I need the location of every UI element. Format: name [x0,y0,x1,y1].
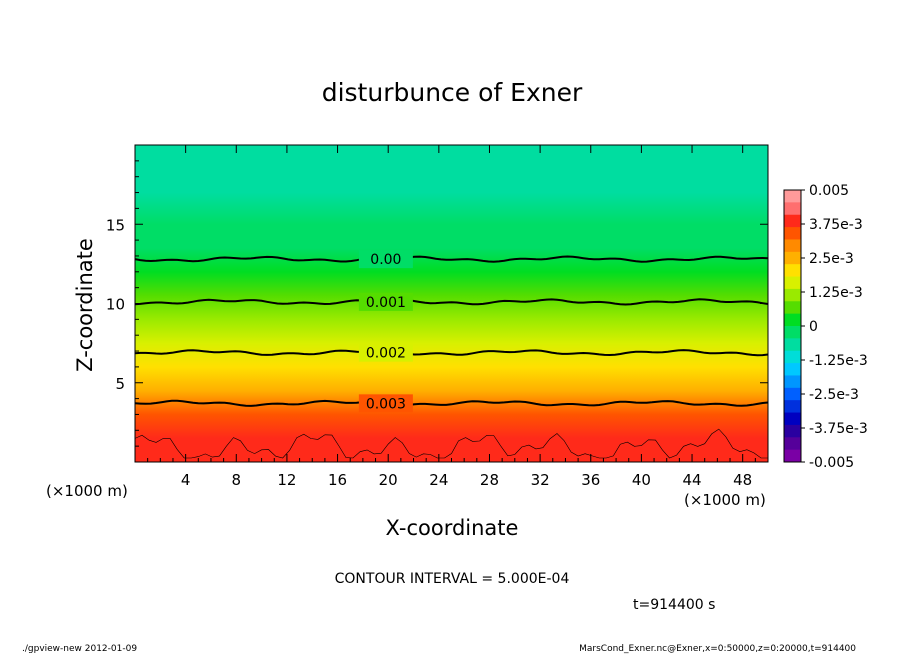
field-fill [135,145,768,462]
contour-label-bg [358,394,413,413]
x-axis: 4 8 12 16 20 24 28 32 36 40 44 48 [147,145,756,489]
x-tick-label: 44 [682,471,701,489]
x-tick-label: 40 [632,471,651,489]
contour-line: 0.00 [134,250,769,269]
x-tick-label: 4 [181,471,191,489]
colorbar-segment [784,264,801,278]
colorbar-segment [784,313,801,327]
x-tick-label: 8 [232,471,242,489]
x-tick-label: 48 [733,471,752,489]
plot-field [135,145,768,462]
colorbar-segment [784,350,801,364]
contour-label: 0.002 [366,346,406,362]
colorbar-label: 0.005 [809,183,849,199]
contour-label-bg [358,292,413,311]
contour-path [134,349,769,357]
x-tick-label: 32 [531,471,550,489]
contour-label: 0.001 [366,295,406,311]
footer-right: MarsCond_Exner.nc@Exner,x=0:50000,z=0:20… [579,644,856,654]
y-axis: 5 10 15 [106,160,768,447]
contour-path [134,298,769,306]
contour-path [134,255,769,263]
contour-line: 0.002 [134,343,769,362]
x-axis-title: X-coordinate [386,516,519,540]
y-axis-title: Z-coordinate [73,238,97,372]
colorbar-label: -2.5e-3 [809,387,859,403]
colorbar-segment [784,301,801,315]
contour-lines: 0.00 0.001 0.002 0.003 [134,250,769,413]
colorbar-segment [784,338,801,352]
y-tick-label: 15 [106,216,125,234]
x-tick-label: 16 [328,471,347,489]
contour-label-bg [358,343,413,362]
contour-path [134,399,769,407]
contour-label-bg [358,250,413,269]
colorbar-segment [784,363,801,376]
colorbar-segment [784,190,801,203]
surface-disturbance [135,428,768,462]
colorbar-label: 3.75e-3 [809,217,863,233]
y-tick-label: 10 [106,296,125,314]
colorbar-segment [784,214,801,228]
colorbar-segment [784,288,801,302]
colorbar-segment [784,400,801,414]
time-text: t=914400 s [633,597,715,613]
footer-left: ./gpview-new 2012-01-09 [22,644,137,654]
x-tick-label: 24 [429,471,448,489]
colorbar-segment [784,424,801,438]
contour-interval-text: CONTOUR INTERVAL = 5.000E-04 [335,571,570,587]
x-tick-label: 12 [277,471,296,489]
x-unit-label-left: (×1000 m) [46,482,128,500]
colorbar-segment [784,437,801,451]
y-tick-label: 5 [115,375,125,393]
colorbar-segment [784,326,801,339]
contour-line: 0.003 [134,394,769,413]
colorbar-label: -0.005 [809,455,854,471]
x-tick-label: 36 [581,471,600,489]
colorbar-segment [784,387,801,401]
colorbar-segment [784,276,801,290]
contour-line: 0.001 [134,292,769,311]
colorbar-label: -3.75e-3 [809,421,868,437]
colorbar-segment [784,239,801,253]
x-tick-label: 20 [379,471,398,489]
colorbar-segment [784,251,801,265]
contour-label: 0.003 [366,396,406,412]
colorbar-label: 1.25e-3 [809,285,863,301]
colorbar-segment [784,412,801,426]
colorbar-segment [784,227,801,240]
x-unit-label-right: (×1000 m) [684,491,766,509]
colorbar-label: -1.25e-3 [809,353,868,369]
colorbar-label: 2.5e-3 [809,251,854,267]
colorbar-segment [784,375,801,389]
contour-label: 0.00 [370,252,401,268]
colorbar-segment [784,202,801,216]
colorbar-segment [784,449,801,463]
x-tick-label: 28 [480,471,499,489]
colorbar: 0.005 3.75e-3 2.5e-3 1.25e-3 0 -1.25e-3 -2.5e-… [783,183,868,471]
chart-title: disturbunce of Exner [322,78,583,107]
colorbar-label: 0 [809,319,818,335]
